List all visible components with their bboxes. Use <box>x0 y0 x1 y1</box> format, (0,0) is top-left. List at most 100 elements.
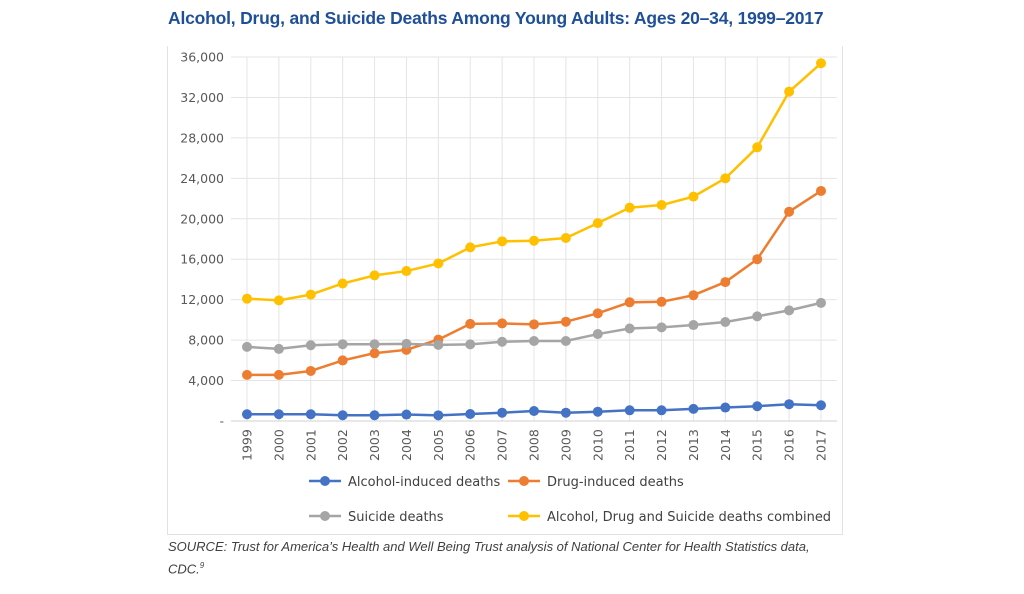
data-point <box>273 295 284 306</box>
y-tick-label: 12,000 <box>180 292 224 307</box>
data-point <box>592 329 603 340</box>
source-text: SOURCE: Trust for America’s Health and W… <box>168 539 810 577</box>
data-point <box>529 336 539 347</box>
legend-marker <box>320 476 330 486</box>
x-axis-ticks: 1999 2000 2001 2002 2003 2004 2005 2006 2007 2008… <box>240 429 829 461</box>
legend-label: Alcohol, Drug and Suicide deaths combine… <box>547 510 831 525</box>
legend-marker <box>320 511 330 521</box>
x-tick-label: 2007 <box>495 429 510 461</box>
data-point <box>401 338 412 349</box>
data-point <box>688 290 699 301</box>
data-point <box>337 355 348 366</box>
legend-label: Alcohol-induced deaths <box>348 475 501 490</box>
x-tick-label: 2009 <box>558 429 573 461</box>
legend-item: Alcohol, Drug and Suicide deaths combine… <box>508 510 831 525</box>
data-point <box>401 266 412 277</box>
x-tick-label: 2010 <box>590 429 605 461</box>
y-tick-label: 16,000 <box>180 252 224 267</box>
data-point <box>624 202 635 213</box>
chart-title: Alcohol, Drug, and Suicide Deaths Among … <box>168 8 824 28</box>
data-point <box>497 407 508 418</box>
data-point <box>465 339 476 350</box>
data-point <box>688 320 699 331</box>
data-point <box>816 185 826 196</box>
x-tick-label: 2011 <box>622 429 637 461</box>
data-point <box>242 369 252 380</box>
x-tick-label: 2012 <box>654 429 669 461</box>
y-tick-label: 8,000 <box>188 333 224 348</box>
data-point <box>337 339 348 350</box>
data-point <box>433 258 444 269</box>
y-tick-label: 32,000 <box>180 90 224 105</box>
data-point <box>784 206 795 217</box>
data-point <box>720 277 731 288</box>
data-point <box>560 407 571 418</box>
data-point <box>369 348 380 359</box>
x-tick-label: 2005 <box>431 429 446 461</box>
data-point <box>592 218 603 229</box>
x-tick-label: 2000 <box>271 429 286 461</box>
data-point <box>497 236 508 247</box>
x-tick-label: 2001 <box>303 429 318 461</box>
y-tick-label: - <box>219 414 224 429</box>
data-point <box>592 406 603 417</box>
series-3 <box>242 58 826 306</box>
legend-label: Drug-induced deaths <box>547 475 684 490</box>
x-tick-label: 2014 <box>718 429 733 461</box>
legend: Alcohol-induced deaths Drug-induced death… <box>309 475 831 525</box>
data-point <box>784 399 795 410</box>
data-point <box>624 405 635 416</box>
data-point <box>497 318 508 329</box>
data-point <box>433 410 444 421</box>
y-tick-label: 4,000 <box>188 373 224 388</box>
data-point <box>433 339 444 350</box>
y-tick-label: 20,000 <box>180 211 224 226</box>
data-point <box>242 293 252 304</box>
series-1 <box>242 185 826 380</box>
x-tick-label: 2002 <box>335 429 350 461</box>
data-point <box>529 319 539 330</box>
legend-item: Suicide deaths <box>309 510 444 525</box>
data-point <box>656 296 667 307</box>
data-point <box>273 409 284 420</box>
data-point <box>656 200 667 211</box>
footnote-ref: 9 <box>199 561 205 570</box>
data-point <box>465 409 476 420</box>
y-tick-label: 28,000 <box>180 130 224 145</box>
x-tick-label: 2016 <box>782 429 797 461</box>
data-point <box>624 297 635 308</box>
data-point <box>305 409 316 420</box>
data-point <box>720 173 731 184</box>
data-point <box>369 270 380 281</box>
data-point <box>688 403 699 414</box>
data-point <box>752 311 763 322</box>
data-point <box>784 86 795 97</box>
data-point <box>624 323 635 334</box>
series-2 <box>242 297 826 354</box>
x-tick-label: 2013 <box>686 429 701 461</box>
series-lines <box>242 58 826 421</box>
x-tick-label: 2004 <box>399 429 414 461</box>
data-point <box>242 341 252 352</box>
data-point <box>560 316 571 327</box>
data-point <box>656 405 667 416</box>
x-tick-label: 1999 <box>240 429 255 461</box>
data-point <box>273 369 284 380</box>
data-point <box>369 339 380 350</box>
data-point <box>560 336 571 347</box>
data-point <box>305 289 316 300</box>
data-point <box>273 343 284 354</box>
data-point <box>401 409 412 420</box>
legend-item: Drug-induced deaths <box>508 475 684 490</box>
y-tick-label: 24,000 <box>180 171 224 186</box>
legend-label: Suicide deaths <box>348 510 444 525</box>
data-point <box>337 410 348 421</box>
series-0 <box>242 399 826 421</box>
x-tick-label: 2015 <box>750 429 765 461</box>
x-tick-label: 2017 <box>814 429 829 461</box>
data-point <box>816 297 826 308</box>
source-note: SOURCE: Trust for America’s Health and W… <box>168 537 848 578</box>
y-tick-label: 36,000 <box>180 50 224 65</box>
legend-item: Alcohol-induced deaths <box>309 475 501 490</box>
